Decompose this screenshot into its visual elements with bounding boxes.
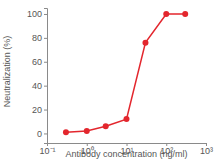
y-tick-label: 40: [32, 81, 42, 91]
marker: [84, 128, 90, 134]
y-axis-title: Neutralization (%): [2, 36, 12, 108]
y-tick: 20: [32, 105, 47, 115]
marker: [163, 11, 169, 17]
y-axis-line: [44, 9, 48, 144]
chart: 10⁻¹10⁰10¹10²10³020406080100Antibody con…: [0, 0, 220, 159]
y-tick: 80: [32, 33, 47, 43]
y-tick-mark: [44, 62, 47, 63]
marker: [63, 129, 69, 135]
y-tick-label: 0: [37, 129, 42, 139]
y-tick-mark: [44, 133, 47, 134]
y-tick-label: 80: [32, 33, 42, 43]
y-tick-mark: [44, 86, 47, 87]
marker: [182, 11, 188, 17]
x-tick: 10⁻¹: [39, 143, 55, 156]
y-tick-label: 60: [32, 57, 42, 67]
y-tick-label: 100: [27, 9, 42, 19]
plot-area: [63, 11, 188, 135]
y-tick: 0: [37, 129, 47, 139]
x-tick-label: 10³: [200, 146, 213, 156]
marker: [142, 40, 148, 46]
y-tick-label: 20: [32, 105, 42, 115]
marker: [124, 116, 130, 122]
line: [66, 14, 185, 132]
x-tick-label: 10⁻¹: [39, 146, 55, 156]
marker: [103, 123, 109, 129]
y-tick: 60: [32, 57, 47, 67]
y-tick-mark: [44, 110, 47, 111]
x-axis-title: Antibody concentration (ng/ml): [65, 149, 187, 159]
y-tick-mark: [44, 14, 47, 15]
y-tick-mark: [44, 38, 47, 39]
x-tick: 10³: [200, 143, 213, 156]
y-tick: 100: [27, 9, 47, 19]
y-axis: 0 20 40 60 80 100: [27, 9, 48, 144]
y-tick: 40: [32, 81, 47, 91]
